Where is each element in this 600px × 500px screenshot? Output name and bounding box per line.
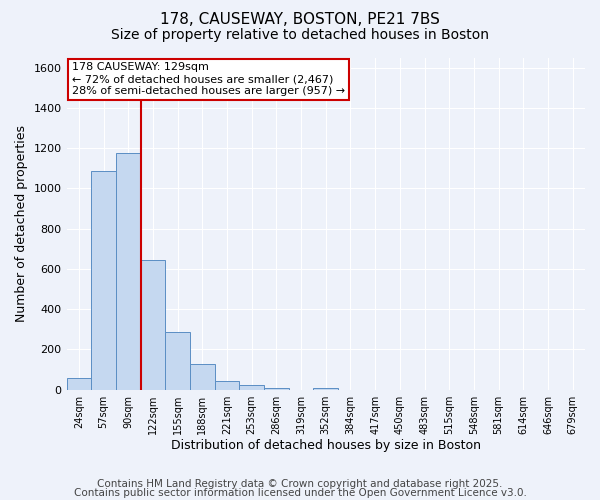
Bar [165, 332, 190, 390]
Y-axis label: Number of detached properties: Number of detached properties [15, 125, 28, 322]
Text: Contains public sector information licensed under the Open Government Licence v3: Contains public sector information licen… [74, 488, 526, 498]
Text: Contains HM Land Registry data © Crown copyright and database right 2025.: Contains HM Land Registry data © Crown c… [97, 479, 503, 489]
Bar [91, 172, 116, 390]
Bar [190, 364, 215, 390]
Text: 178, CAUSEWAY, BOSTON, PE21 7BS: 178, CAUSEWAY, BOSTON, PE21 7BS [160, 12, 440, 28]
Bar [264, 388, 289, 390]
Bar [116, 153, 140, 390]
Bar [313, 388, 338, 390]
Bar [239, 386, 264, 390]
Text: Size of property relative to detached houses in Boston: Size of property relative to detached ho… [111, 28, 489, 42]
Bar [67, 378, 91, 390]
Text: 178 CAUSEWAY: 129sqm
← 72% of detached houses are smaller (2,467)
28% of semi-de: 178 CAUSEWAY: 129sqm ← 72% of detached h… [72, 62, 345, 96]
Bar [140, 260, 165, 390]
X-axis label: Distribution of detached houses by size in Boston: Distribution of detached houses by size … [171, 440, 481, 452]
Bar [215, 382, 239, 390]
